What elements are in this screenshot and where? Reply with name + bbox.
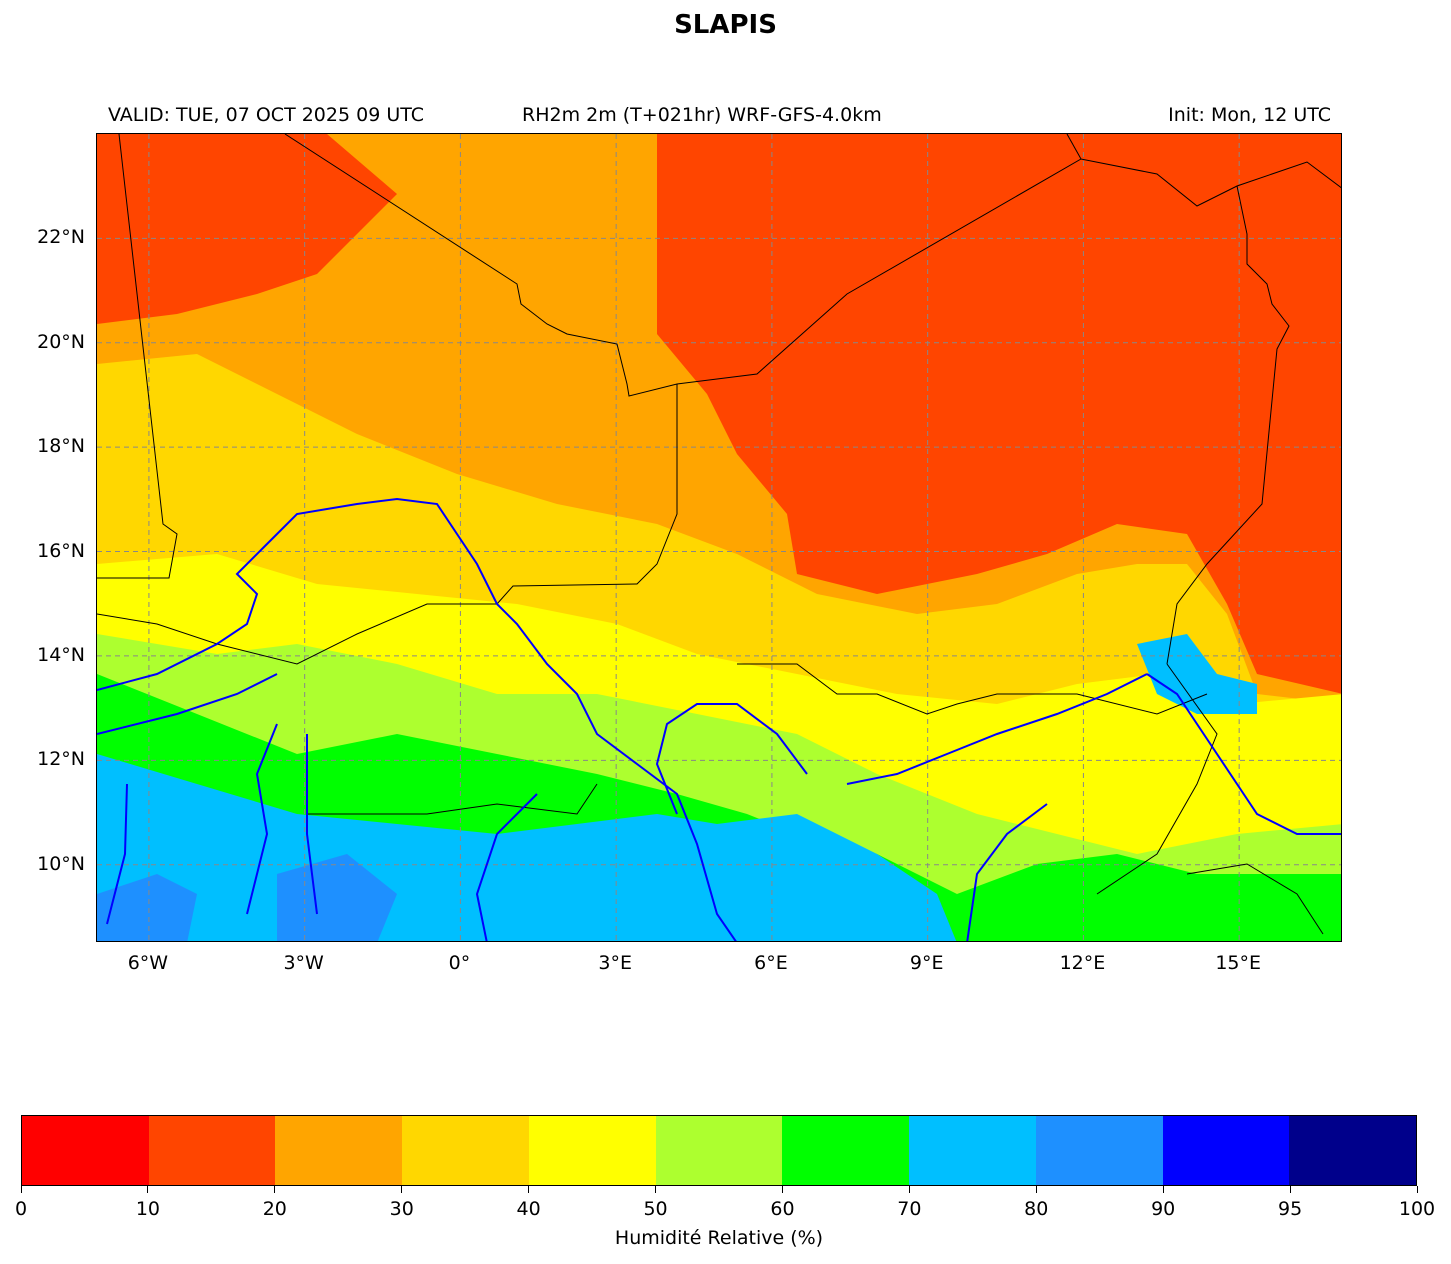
country-borders (97, 134, 1341, 935)
colorbar-tick (401, 1186, 403, 1193)
colorbar-tick (528, 1186, 530, 1193)
colorbar-title: Humidité Relative (%) (614, 1227, 824, 1249)
colorbar-segment (655, 1116, 783, 1185)
lat-label: 10°N (37, 852, 85, 875)
lon-label: 15°E (1215, 952, 1261, 974)
product-label: RH2m 2m (T+021hr) WRF-GFS-4.0km (522, 104, 882, 126)
map-panel (96, 133, 1342, 942)
colorbar-segment (402, 1116, 529, 1185)
colorbar-segment (148, 1116, 276, 1185)
colorbar-tick (908, 1186, 910, 1193)
colorbar-tick-label: 80 (1024, 1198, 1049, 1220)
colorbar-segment (782, 1116, 910, 1185)
zone-80-90-south (277, 854, 397, 941)
colorbar-segment (1289, 1116, 1417, 1185)
colorbar-tick-label: 40 (516, 1198, 541, 1220)
colorbar-segment (909, 1116, 1036, 1185)
colorbar-tick-label: 70 (897, 1198, 922, 1220)
lon-label: 3°E (598, 952, 632, 974)
colorbar-segment (1162, 1116, 1290, 1185)
gridlines (97, 134, 1341, 941)
lat-label: 18°N (37, 435, 85, 458)
colorbar-tick-label: 20 (262, 1198, 287, 1220)
rivers (97, 497, 1341, 941)
lon-label: 6°W (127, 952, 169, 974)
colorbar-segment (1035, 1116, 1163, 1185)
zone-10-20-northeast (657, 134, 1341, 694)
colorbar-tick-label: 30 (389, 1198, 414, 1220)
colorbar-tick (655, 1186, 657, 1193)
colorbar (21, 1115, 1417, 1186)
colorbar-tick-label: 0 (14, 1198, 28, 1220)
lon-label: 9°E (909, 952, 944, 974)
lon-label: 0° (448, 952, 471, 974)
zone-80-90-west (97, 874, 197, 941)
lake-chad-zone (1137, 634, 1257, 714)
lon-label: 6°E (754, 952, 788, 974)
colorbar-tick (147, 1186, 149, 1193)
colorbar-tick (1162, 1186, 1164, 1193)
colorbar-tick-label: 10 (135, 1198, 160, 1220)
lat-label: 12°N (37, 748, 85, 771)
colorbar-tick-label: 50 (643, 1198, 668, 1220)
init-time-label: Init: Mon, 12 UTC (1168, 104, 1331, 126)
colorbar-tick (1416, 1186, 1418, 1193)
lat-label: 16°N (37, 539, 85, 562)
colorbar-tick-label: 90 (1151, 1198, 1176, 1220)
colorbar-tick-label: 60 (770, 1198, 795, 1220)
colorbar-tick-label: 95 (1277, 1198, 1303, 1220)
map-title: SLAPIS (674, 10, 777, 40)
colorbar-tick (1035, 1186, 1037, 1193)
colorbar-tick (20, 1186, 22, 1193)
colorbar-segment (275, 1116, 403, 1185)
lon-label: 12°E (1059, 952, 1106, 974)
lat-label: 20°N (37, 330, 85, 353)
colorbar-tick (1289, 1186, 1291, 1193)
lon-label: 3°W (283, 952, 324, 974)
colorbar-tick-label: 100 (1398, 1198, 1436, 1220)
colorbar-tick (274, 1186, 276, 1193)
lat-label: 14°N (37, 643, 85, 666)
colorbar-tick (781, 1186, 783, 1193)
humidity-map (97, 134, 1341, 941)
zone-10-20-northwest (97, 134, 397, 324)
colorbar-segment (22, 1116, 149, 1185)
valid-time-label: VALID: TUE, 07 OCT 2025 09 UTC (108, 104, 424, 126)
colorbar-segment (528, 1116, 656, 1185)
lat-label: 22°N (37, 226, 85, 249)
